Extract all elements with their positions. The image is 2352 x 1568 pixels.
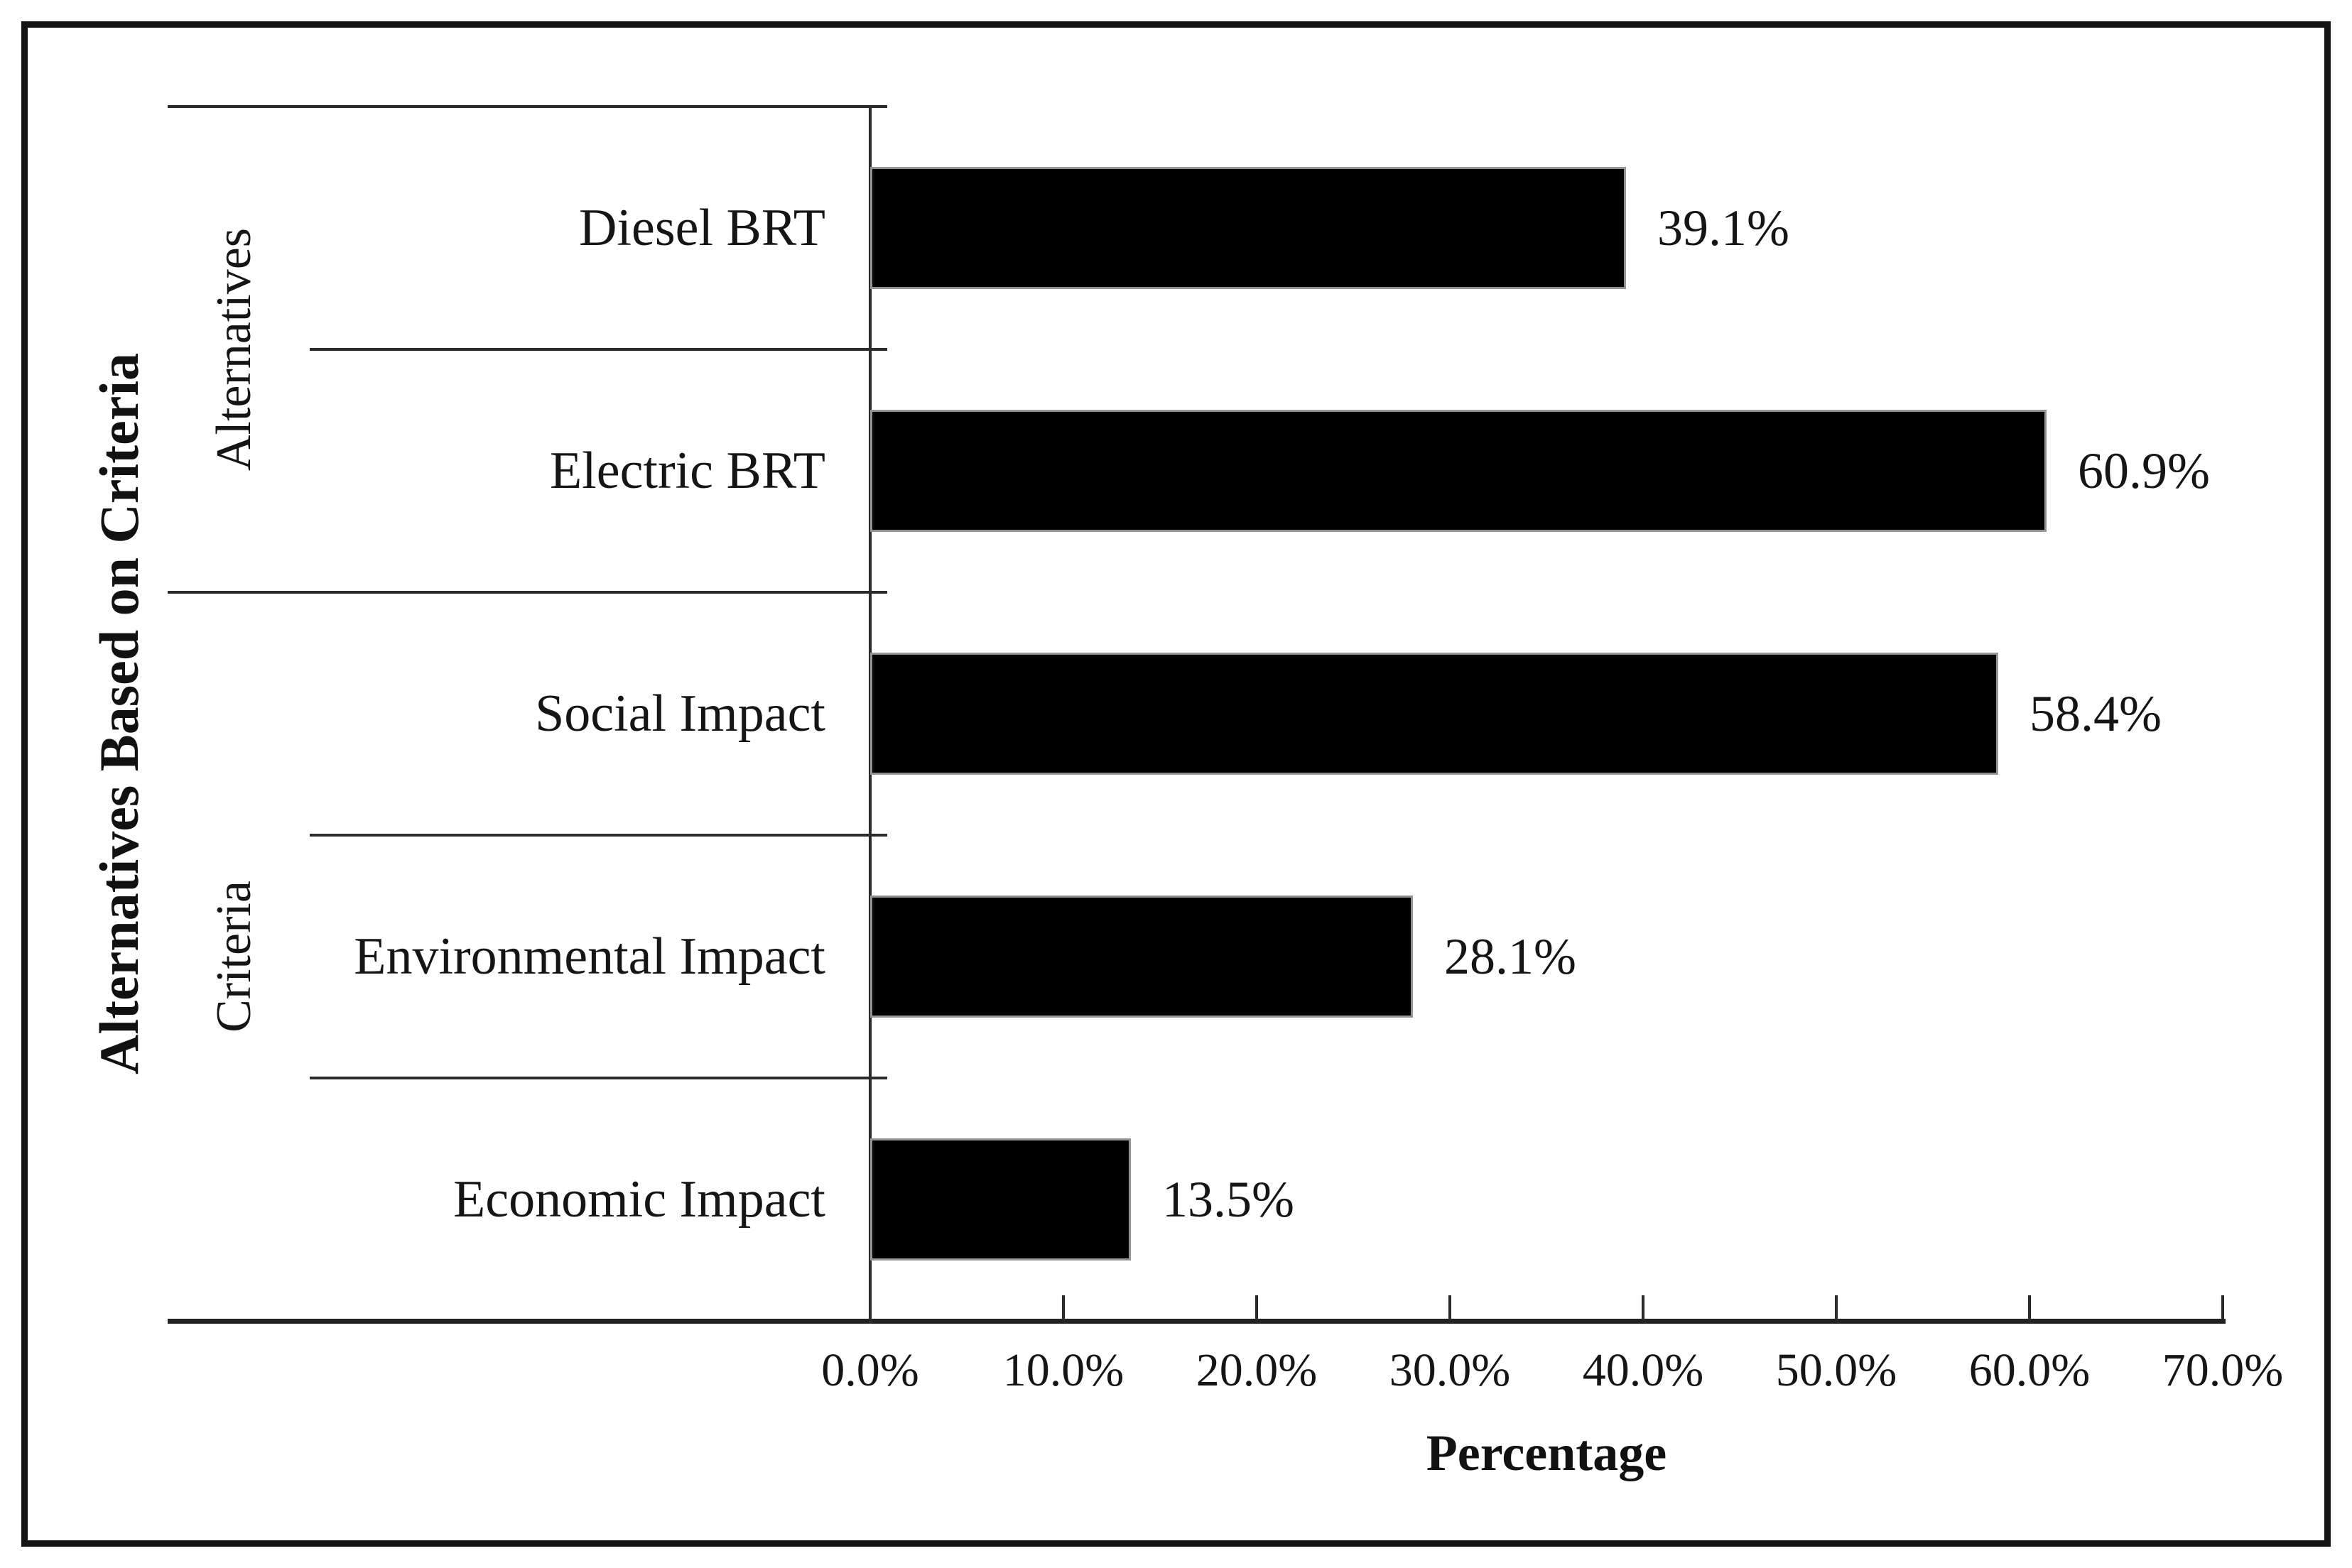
x-axis-tick <box>1642 1295 1644 1321</box>
bar <box>870 895 1413 1018</box>
x-axis-tick-label: 70.0% <box>2162 1344 2284 1396</box>
value-label: 13.5% <box>1162 1171 1294 1228</box>
value-label: 39.1% <box>1657 200 1789 256</box>
category-label: Economic Impact <box>453 1170 825 1229</box>
category-separator-line <box>310 1077 887 1079</box>
figure-border <box>21 21 2331 1547</box>
value-label: 60.9% <box>2078 442 2210 499</box>
category-label: Diesel BRT <box>578 199 825 257</box>
category-separator-line <box>310 834 887 837</box>
group-separator-line <box>168 591 887 594</box>
category-axis-line <box>168 1319 2226 1324</box>
bar <box>870 1138 1131 1261</box>
x-axis-tick-label: 10.0% <box>1002 1344 1124 1396</box>
x-axis-tick <box>2221 1295 2224 1321</box>
x-axis-tick-label: 20.0% <box>1196 1344 1318 1396</box>
x-axis-tick <box>2028 1295 2031 1321</box>
category-label: Environmental Impact <box>354 927 825 986</box>
x-axis-tick-label: 30.0% <box>1389 1344 1511 1396</box>
x-axis-tick-label: 60.0% <box>1968 1344 2091 1396</box>
value-label: 58.4% <box>2029 685 2162 742</box>
category-separator-line <box>310 348 887 351</box>
group-separator-line <box>168 105 887 108</box>
x-axis-tick <box>1448 1295 1451 1321</box>
bar <box>870 653 1998 775</box>
bar <box>870 410 2047 532</box>
value-label: 28.1% <box>1444 928 1576 985</box>
x-axis-tick <box>1255 1295 1258 1321</box>
x-axis-tick <box>1835 1295 1838 1321</box>
category-label: Social Impact <box>535 685 825 743</box>
bar <box>870 167 1626 289</box>
category-label: Electric BRT <box>549 442 825 500</box>
x-axis-tick-label: 40.0% <box>1582 1344 1704 1396</box>
x-axis-title: Percentage <box>1426 1425 1667 1481</box>
x-axis-tick-label: 50.0% <box>1775 1344 1897 1396</box>
x-axis-tick <box>1062 1295 1065 1321</box>
x-axis-tick-label: 0.0% <box>821 1344 919 1396</box>
